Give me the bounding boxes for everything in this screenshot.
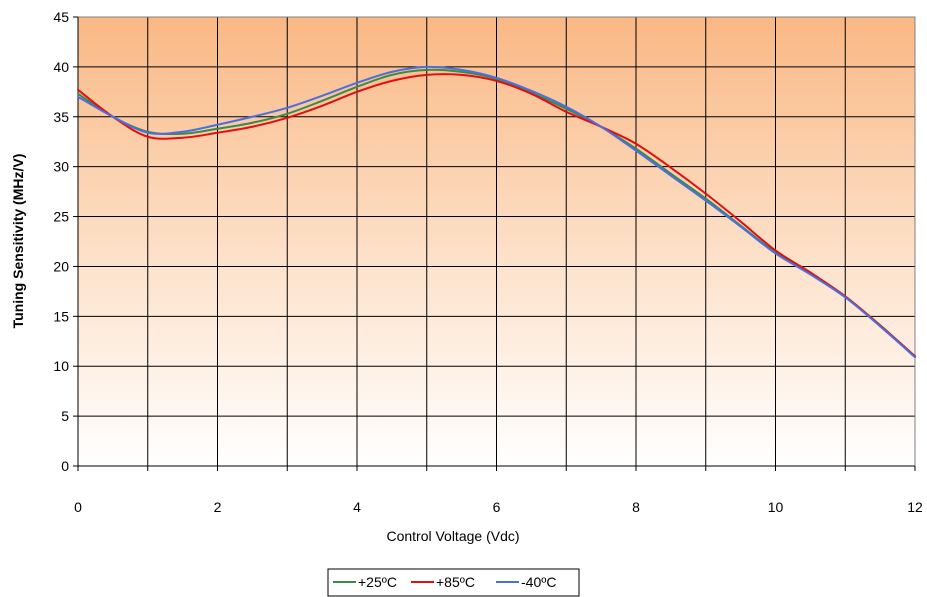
axes: [73, 16, 916, 471]
y-tick-label: 25: [53, 209, 69, 225]
series-line-2: [77, 65, 916, 359]
y-tick-label: 10: [53, 358, 69, 374]
x-tick-label: 10: [768, 499, 784, 515]
x-tick-label: 8: [632, 499, 640, 515]
x-tick-label: 12: [907, 499, 923, 515]
y-tick-label: 15: [53, 308, 69, 324]
y-axis-title: Tuning Sensitivity (MHz/V): [10, 154, 26, 329]
x-tick-label: 2: [214, 499, 222, 515]
legend-label-0: +25ºC: [358, 574, 397, 590]
y-tick-label: 5: [61, 408, 69, 424]
y-tick-label: 35: [53, 109, 69, 125]
series-line-1: [77, 73, 916, 358]
x-tick-label: 0: [74, 499, 82, 515]
x-axis-title: Control Voltage (Vdc): [386, 528, 519, 544]
tick-labels: 0 5 10 15 20 25 30 35 40 45 0 2 4 6 8 10 12: [53, 9, 923, 515]
gridlines: [77, 16, 916, 467]
x-tick-label: 6: [493, 499, 501, 515]
series-lines: [77, 65, 916, 359]
legend-label-2: -40ºC: [521, 574, 556, 590]
legend-label-1: +85ºC: [436, 574, 475, 590]
y-tick-label: 0: [61, 458, 69, 474]
legend: +25ºC +85ºC -40ºC: [327, 568, 580, 597]
y-tick-label: 45: [53, 9, 69, 25]
y-tick-label: 40: [53, 59, 69, 75]
y-tick-label: 30: [53, 159, 69, 175]
y-tick-label: 20: [53, 258, 69, 274]
x-tick-label: 4: [353, 499, 361, 515]
legend-box: [327, 568, 580, 597]
